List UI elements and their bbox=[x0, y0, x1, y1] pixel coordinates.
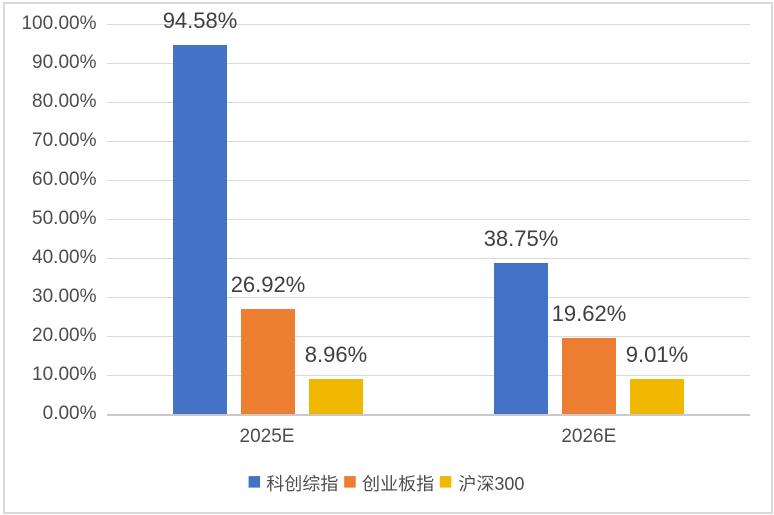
svg-text:300: 300 bbox=[494, 474, 524, 494]
